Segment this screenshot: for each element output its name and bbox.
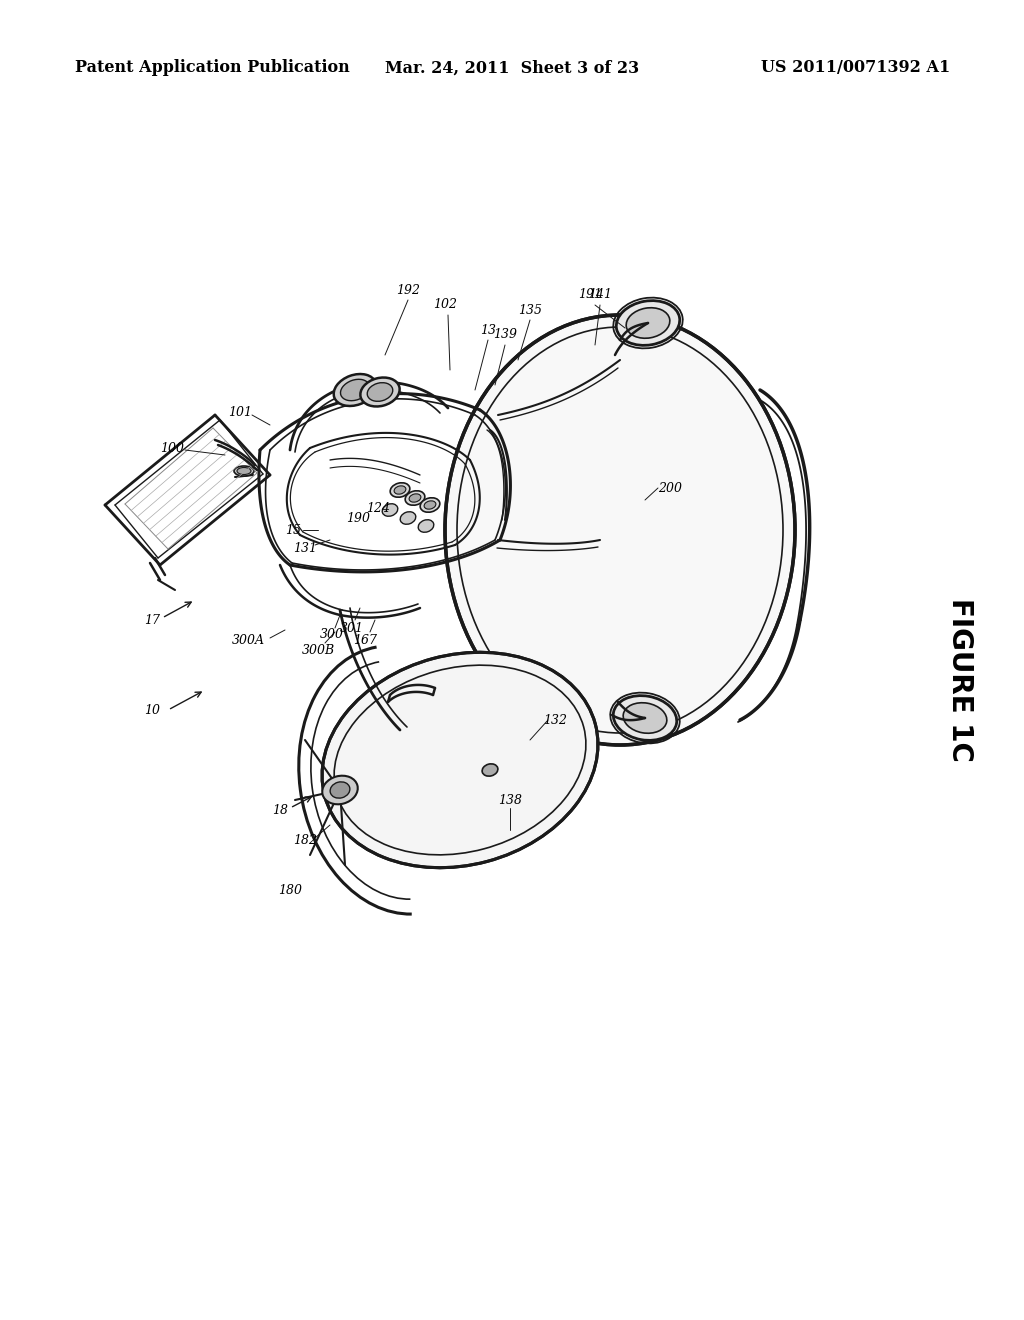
Ellipse shape [482, 764, 498, 776]
Text: 102: 102 [433, 298, 457, 312]
Text: 192: 192 [396, 284, 420, 297]
Text: 141: 141 [588, 289, 612, 301]
Text: 15: 15 [285, 524, 301, 536]
Text: 300B: 300B [301, 644, 335, 656]
Ellipse shape [360, 378, 399, 407]
Ellipse shape [400, 512, 416, 524]
Text: 131: 131 [293, 541, 317, 554]
Ellipse shape [445, 315, 795, 744]
Text: 17: 17 [144, 614, 160, 627]
Ellipse shape [394, 486, 406, 494]
Ellipse shape [382, 504, 397, 516]
Text: 13: 13 [480, 323, 496, 337]
Text: FIGURE 1C: FIGURE 1C [946, 598, 974, 762]
Text: 182: 182 [293, 833, 317, 846]
Text: 301: 301 [340, 622, 364, 635]
Text: 180: 180 [278, 883, 302, 896]
Ellipse shape [613, 696, 677, 741]
Ellipse shape [323, 652, 598, 867]
Text: 100: 100 [160, 441, 184, 454]
Text: 138: 138 [498, 793, 522, 807]
Ellipse shape [368, 383, 393, 401]
Ellipse shape [237, 467, 251, 474]
Ellipse shape [234, 466, 254, 477]
Ellipse shape [420, 498, 440, 512]
Ellipse shape [330, 781, 350, 799]
Ellipse shape [424, 500, 436, 510]
Ellipse shape [323, 776, 357, 804]
Text: 18: 18 [272, 804, 288, 817]
Text: Patent Application Publication: Patent Application Publication [75, 59, 350, 77]
Text: US 2011/0071392 A1: US 2011/0071392 A1 [761, 59, 950, 77]
Text: 300A: 300A [231, 634, 264, 647]
Text: 167: 167 [353, 634, 377, 647]
Text: 139: 139 [493, 329, 517, 342]
Ellipse shape [334, 374, 376, 407]
Text: 101: 101 [228, 407, 252, 420]
Text: 300: 300 [319, 628, 344, 642]
Text: 191: 191 [578, 289, 602, 301]
Text: 10: 10 [144, 704, 160, 717]
Text: Mar. 24, 2011  Sheet 3 of 23: Mar. 24, 2011 Sheet 3 of 23 [385, 59, 639, 77]
Text: 190: 190 [346, 511, 370, 524]
Ellipse shape [341, 379, 370, 401]
Text: 200: 200 [658, 482, 682, 495]
Ellipse shape [390, 483, 410, 498]
Ellipse shape [418, 520, 434, 532]
Ellipse shape [406, 491, 425, 506]
Ellipse shape [616, 301, 680, 346]
Text: 132: 132 [543, 714, 567, 726]
Ellipse shape [627, 308, 670, 338]
Ellipse shape [410, 494, 421, 502]
Text: 135: 135 [518, 304, 542, 317]
Ellipse shape [624, 702, 667, 733]
Text: 124: 124 [366, 502, 390, 515]
